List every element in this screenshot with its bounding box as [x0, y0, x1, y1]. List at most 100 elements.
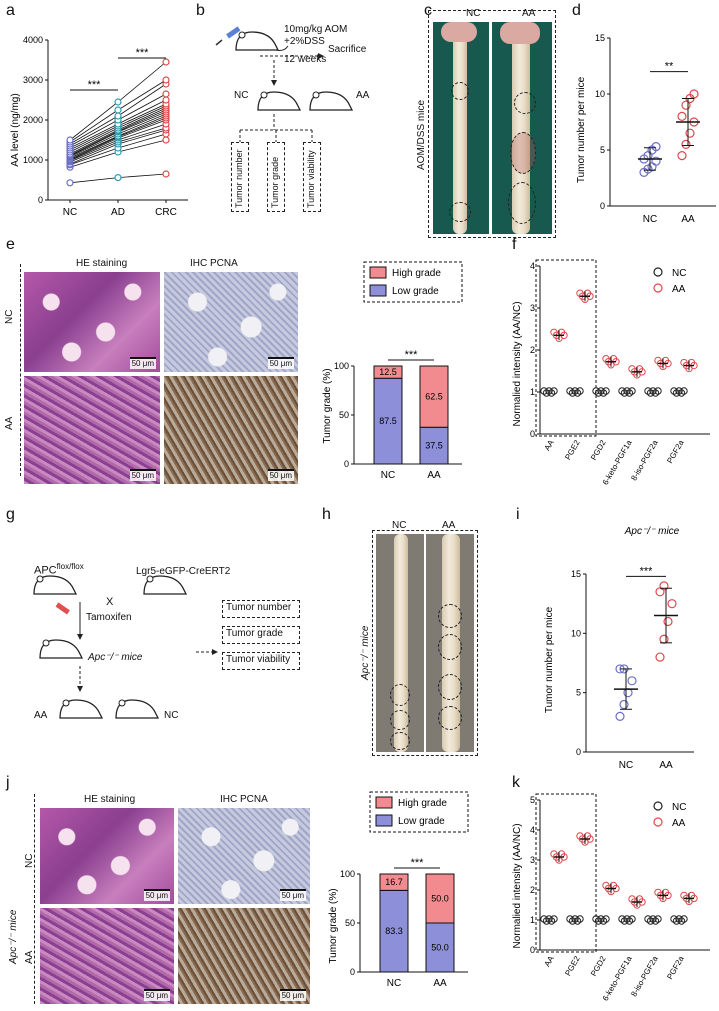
panel-label-j: j [6, 774, 10, 791]
chart-k-nc-point [602, 915, 610, 923]
chart-j: 0 50 100 83.3 16.7 NC 50.0 50.0 AA *** High grade L… [328, 791, 469, 989]
chart-f-nc-point [550, 387, 558, 395]
chart-a-point [66, 136, 74, 144]
chart-k-y-tick-label: 1 [530, 915, 535, 925]
chart-i-point [619, 699, 629, 710]
chart-d-x-tick-label: AA [681, 214, 695, 225]
chart-i-point [663, 616, 673, 627]
chart-e-y-tick-label: 100 [334, 361, 349, 371]
chart-f-nc-point [576, 387, 584, 395]
chart-f-nc-point [545, 387, 553, 395]
chart-e-bar-high [373, 365, 403, 379]
chart-e-y-tick-label: 0 [344, 459, 349, 469]
chart-j-bar-label: 50.0 [431, 943, 449, 953]
photo-h-aa-label: AA [442, 520, 456, 531]
chart-k-nc-point [672, 917, 681, 925]
chart-f-x-tick-label: PGD2 [589, 438, 608, 462]
chart-k-y-tick-label: 5 [530, 795, 535, 805]
chart-d-point [651, 156, 661, 166]
outcome-tumor-grade: Tumor grade [226, 628, 283, 639]
chart-i-point [667, 599, 677, 609]
chart-f-x-tick-label: AA [543, 438, 556, 452]
panel-label-i: i [516, 506, 520, 523]
outcome-tumor-viability: Tumor viability [226, 654, 291, 665]
chart-i-point [615, 711, 625, 721]
chart-k-nc-point [644, 915, 652, 923]
chart-d-y-tick-label: 0 [600, 201, 605, 211]
scale-bar: 50 μm [129, 357, 156, 369]
chart-f-nc-point [542, 389, 551, 397]
chart-a-y-tick-label: 2000 [23, 115, 43, 125]
colon-photo-aa [426, 534, 474, 752]
group-nc-label: NC [234, 90, 249, 101]
chart-i-y-tick-label: 0 [576, 747, 581, 757]
row-aa-label: AA [24, 950, 35, 964]
he-aa-image: 50 μm [40, 908, 174, 1004]
colon-photo-aa [492, 22, 552, 234]
chart-f-y-tick-label: 3 [530, 303, 535, 313]
chart-e-legend-low: Low grade [392, 286, 439, 297]
panel-label-a: a [6, 2, 15, 19]
panel-label-k: k [512, 774, 520, 791]
scale-bar: 50 μm [267, 357, 294, 369]
chart-i-point [659, 581, 669, 591]
chart-d-point [681, 139, 691, 150]
chart-k-nc-point [545, 915, 553, 923]
chart-j-bar-label: 16.7 [385, 877, 403, 887]
chart-f-nc-point [625, 389, 634, 397]
chart-f-nc-point [672, 389, 681, 397]
chart-e-y-tick-label: 50 [339, 410, 349, 420]
scale-bar: 50 μm [267, 469, 294, 481]
chart-k-nc-point [566, 915, 574, 923]
ihc-nc-image: 50 μm [164, 272, 298, 372]
chart-k-x-tick-label: AA [543, 954, 556, 968]
panel-label-b: b [196, 2, 205, 19]
chart-j-bar-low [425, 922, 455, 973]
chart-f-nc-point [651, 389, 660, 397]
chart-k-nc-point [680, 915, 688, 923]
chart-e-bar-label: 62.5 [425, 392, 443, 402]
chart-d-y-tick-label: 5 [600, 145, 605, 155]
he-nc-image: 50 μm [40, 808, 174, 904]
scale-bar: 50 μm [279, 989, 306, 1001]
chart-f-nc-point [571, 387, 579, 395]
chart-a-point [162, 96, 170, 104]
panel-b-schematic: 10mg/kg AOM +2%DSS 12 weeks Sacrifice NC… [200, 20, 410, 230]
chart-f-y-tick-label: 4 [530, 261, 535, 271]
chart-k-nc-point [550, 915, 558, 923]
outcome-box-1 [222, 600, 300, 618]
mouse-icon [309, 91, 354, 111]
row-aa-label: AA [4, 416, 15, 430]
chart-j-legend-box [369, 791, 469, 833]
chart-e-bar-label: 87.5 [379, 416, 397, 426]
chart-k-nc-point [568, 917, 577, 925]
panel-g-schematic: APCflox/flox X Lgr5-eGFP-CreERT2 Tamoxif… [0, 526, 312, 766]
chart-f-nc-point [670, 387, 678, 395]
ihc-pcna-label: IHC PCNA [220, 794, 268, 805]
chart-i-y-tick-label: 15 [571, 569, 581, 579]
chart-j-legend-high: High grade [398, 798, 447, 809]
chart-k-nc-point [592, 915, 600, 923]
chart-d-point [677, 111, 687, 122]
outcome-box-3 [222, 652, 300, 670]
chart-k-nc-point [628, 915, 636, 923]
chart-a-x-tick-label: AD [111, 207, 125, 218]
chart-a-point [162, 90, 170, 98]
chart-a-sig-label: *** [136, 47, 150, 59]
he-aa-image: 50 μm [24, 376, 160, 484]
chart-k-nc-point [542, 917, 551, 925]
chart-j-y-tick-label: 0 [350, 967, 355, 977]
chart-a-point [162, 170, 170, 178]
chart-f-nc-point [573, 389, 582, 397]
chart-i-point [623, 688, 633, 698]
chart-e-legend-box [363, 261, 463, 303]
chart-a-ylabel: AA level (ng/mg) [10, 93, 21, 166]
chart-k-nc-point [597, 915, 605, 923]
chart-i-x-tick-label: AA [659, 760, 673, 770]
chart-e-bar-high [419, 365, 449, 428]
chart-k-y-tick-label: 4 [530, 825, 535, 835]
duration-label: 12 weeks [284, 54, 327, 65]
group-aa-label: AA [356, 90, 370, 101]
mouse-icon [257, 91, 302, 111]
